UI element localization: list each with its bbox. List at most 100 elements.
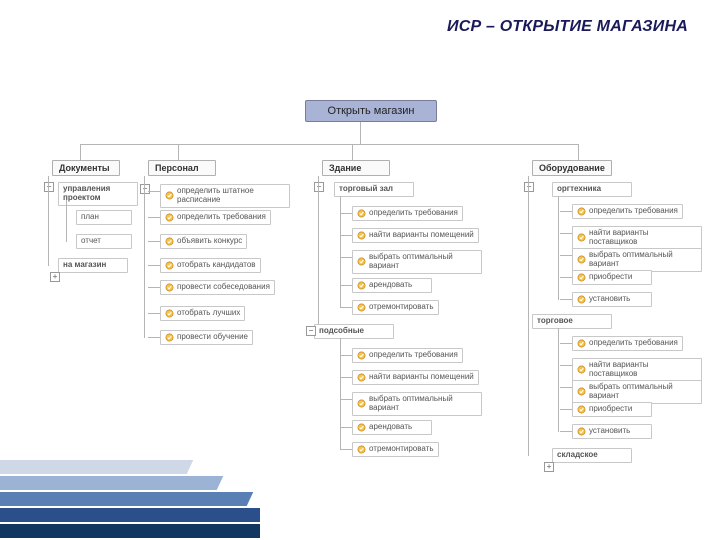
tree-leaf: отремонтировать — [352, 300, 439, 315]
task-icon — [577, 427, 586, 436]
task-icon — [577, 405, 586, 414]
tree-leaf: найти варианты поставщиков — [572, 226, 702, 250]
branch-building: Здание — [322, 160, 390, 176]
expander-icon[interactable]: − — [306, 326, 316, 336]
leaf-label: арендовать — [369, 281, 412, 290]
tree-leaf: определить требования — [352, 348, 463, 363]
task-icon — [357, 373, 366, 382]
leaf-label: найти варианты помещений — [369, 231, 474, 240]
tree-leaf: отобрать лучших — [160, 306, 245, 321]
task-icon — [165, 283, 174, 292]
expander-icon[interactable]: − — [140, 184, 150, 194]
expander-icon[interactable]: + — [50, 272, 60, 282]
task-icon — [577, 233, 586, 242]
leaf-label: провести собеседования — [177, 283, 270, 292]
root-node: Открыть магазин — [305, 100, 437, 122]
tree-leaf: отчет — [76, 234, 132, 249]
leaf-label: найти варианты поставщиков — [589, 229, 697, 247]
tree-leaf: найти варианты поставщиков — [572, 358, 702, 382]
leaf-label: найти варианты помещений — [369, 373, 474, 382]
tree-leaf: арендовать — [352, 278, 432, 293]
task-icon — [357, 351, 366, 360]
branch-documents: Документы — [52, 160, 120, 176]
task-icon — [357, 281, 366, 290]
tree-leaf: отобрать кандидатов — [160, 258, 261, 273]
leaf-label: отобрать кандидатов — [177, 261, 256, 270]
tree-leaf: определить требования — [160, 210, 271, 225]
leaf-label: провести обучение — [177, 333, 248, 342]
group-header: оргтехника — [552, 182, 632, 197]
tree-leaf: установить — [572, 292, 652, 307]
leaf-label: выбрать оптимальный вариант — [589, 251, 697, 269]
task-icon — [357, 445, 366, 454]
leaf-label: определить требования — [589, 207, 678, 216]
task-icon — [357, 209, 366, 218]
tree-leaf: выбрать оптимальный вариант — [572, 248, 702, 272]
tree-leaf: найти варианты помещений — [352, 228, 479, 243]
expander-icon[interactable]: + — [544, 462, 554, 472]
tree-leaf: выбрать оптимальный вариант — [572, 380, 702, 404]
leaf-label: определить штатное расписание — [177, 187, 285, 205]
task-icon — [577, 295, 586, 304]
leaf-label: определить требования — [177, 213, 266, 222]
task-icon — [357, 231, 366, 240]
leaf-label: приобрести — [589, 273, 632, 282]
leaf-label: установить — [589, 295, 630, 304]
group-header: подсобные — [314, 324, 394, 339]
leaf-label: установить — [589, 427, 630, 436]
leaf-label: выбрать оптимальный вариант — [369, 253, 477, 271]
task-icon — [577, 273, 586, 282]
tree-leaf: определить требования — [572, 336, 683, 351]
task-icon — [165, 309, 174, 318]
task-icon — [165, 261, 174, 270]
task-icon — [165, 237, 174, 246]
task-icon — [357, 399, 366, 408]
expander-icon[interactable]: − — [524, 182, 534, 192]
group-header: торговое — [532, 314, 612, 329]
tree-leaf: приобрести — [572, 402, 652, 417]
leaf-label: определить требования — [369, 351, 458, 360]
task-icon — [577, 365, 586, 374]
chevron-decoration — [0, 440, 260, 540]
task-icon — [165, 333, 174, 342]
task-icon — [165, 191, 174, 200]
tree-leaf: выбрать оптимальный вариант — [352, 250, 482, 274]
task-icon — [577, 207, 586, 216]
diagram-canvas: ИСР – ОТКРЫТИЕ МАГАЗИНА Открыть магазин … — [0, 0, 720, 540]
leaf-label: найти варианты поставщиков — [589, 361, 697, 379]
tree-leaf: приобрести — [572, 270, 652, 285]
group-header: на магазин — [58, 258, 128, 273]
group-header: торговый зал — [334, 182, 414, 197]
page-title: ИСР – ОТКРЫТИЕ МАГАЗИНА — [447, 18, 688, 36]
tree-leaf: отремонтировать — [352, 442, 439, 457]
task-icon — [165, 213, 174, 222]
tree-leaf: выбрать оптимальный вариант — [352, 392, 482, 416]
tree-leaf: определить требования — [352, 206, 463, 221]
tree-leaf: провести обучение — [160, 330, 253, 345]
branch-equipment: Оборудование — [532, 160, 612, 176]
tree-leaf: объявить конкурс — [160, 234, 247, 249]
branch-personnel: Персонал — [148, 160, 216, 176]
tree-leaf: установить — [572, 424, 652, 439]
expander-icon[interactable]: − — [44, 182, 54, 192]
task-icon — [357, 303, 366, 312]
leaf-label: объявить конкурс — [177, 237, 242, 246]
leaf-label: определить требования — [369, 209, 458, 218]
expander-icon[interactable]: − — [314, 182, 324, 192]
tree-leaf: найти варианты помещений — [352, 370, 479, 385]
task-icon — [577, 339, 586, 348]
task-icon — [577, 255, 586, 264]
task-icon — [357, 423, 366, 432]
tree-leaf: арендовать — [352, 420, 432, 435]
leaf-label: отобрать лучших — [177, 309, 240, 318]
task-icon — [577, 387, 586, 396]
leaf-label: арендовать — [369, 423, 412, 432]
tree-leaf: план — [76, 210, 132, 225]
tree-leaf: определить штатное расписание — [160, 184, 290, 208]
leaf-label: определить требования — [589, 339, 678, 348]
leaf-label: выбрать оптимальный вариант — [369, 395, 477, 413]
leaf-label: отремонтировать — [369, 303, 434, 312]
tree-leaf: определить требования — [572, 204, 683, 219]
group-header: складское — [552, 448, 632, 463]
leaf-label: отремонтировать — [369, 445, 434, 454]
